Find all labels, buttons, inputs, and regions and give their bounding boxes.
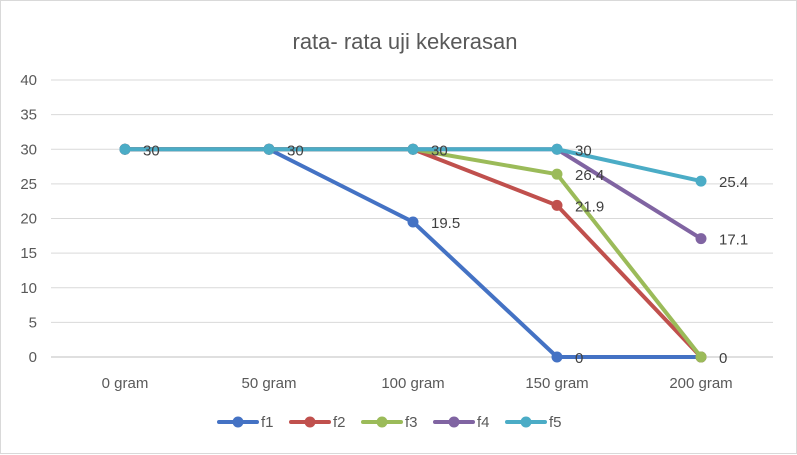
legend-item-f2: f2 (289, 414, 346, 431)
y-tick-label: 25 (20, 176, 37, 193)
data-label: 30 (287, 142, 304, 159)
legend-marker (304, 416, 316, 428)
series-group (119, 143, 707, 363)
data-label: 26.4 (575, 167, 604, 184)
series-f5 (119, 143, 707, 187)
y-tick-label: 30 (20, 141, 37, 158)
data-point-f5 (407, 143, 419, 155)
legend-label: f5 (549, 414, 562, 431)
x-axis-ticks: 0 gram 50 gram 100 gram 150 gram 200 gram (102, 375, 733, 392)
y-tick-label: 10 (20, 280, 37, 297)
data-label: 0 (719, 350, 727, 367)
data-point-f5 (695, 175, 707, 187)
data-label: 30 (143, 142, 160, 159)
data-label: 25.4 (719, 174, 748, 191)
data-point-f5 (551, 143, 563, 155)
data-point-f1 (551, 351, 563, 363)
legend-label: f2 (333, 414, 346, 431)
x-tick-label: 150 gram (525, 375, 588, 392)
data-label: 30 (575, 142, 592, 159)
y-tick-label: 5 (29, 314, 37, 331)
data-point-f5 (119, 143, 131, 155)
y-axis-ticks: 0 5 10 15 20 25 30 35 40 (20, 72, 37, 366)
x-tick-label: 200 gram (669, 375, 732, 392)
data-label: 0 (575, 350, 583, 367)
y-tick-label: 35 (20, 107, 37, 124)
legend-marker (376, 416, 388, 428)
legend-label: f1 (261, 414, 274, 431)
data-point-f4 (695, 233, 707, 245)
data-label: 19.5 (431, 215, 460, 232)
data-point-f5 (263, 143, 275, 155)
chart-title: rata- rata uji kekerasan (293, 29, 518, 54)
data-point-f3 (695, 351, 707, 363)
legend-label: f3 (405, 414, 418, 431)
data-labels: 19.5 0 21.9 26.4 0 17.1 30 30 30 30 25.4 (143, 142, 748, 367)
legend-item-f3: f3 (361, 414, 418, 431)
legend-item-f4: f4 (433, 414, 490, 431)
x-tick-label: 50 gram (241, 375, 296, 392)
y-tick-label: 15 (20, 245, 37, 262)
legend: f1 f2 f3 f4 f5 (217, 414, 562, 431)
data-label: 17.1 (719, 232, 748, 249)
legend-item-f5: f5 (505, 414, 562, 431)
data-label: 30 (431, 142, 448, 159)
legend-marker (232, 416, 244, 428)
data-point-f1 (407, 216, 419, 228)
x-tick-label: 0 gram (102, 375, 149, 392)
x-tick-label: 100 gram (381, 375, 444, 392)
data-point-f2 (551, 199, 563, 211)
y-tick-label: 0 (29, 349, 37, 366)
data-label: 21.9 (575, 198, 604, 215)
y-tick-label: 40 (20, 72, 37, 89)
legend-label: f4 (477, 414, 490, 431)
series-f4 (119, 143, 707, 245)
y-tick-label: 20 (20, 211, 37, 228)
data-point-f3 (551, 168, 563, 180)
legend-marker (520, 416, 532, 428)
legend-item-f1: f1 (217, 414, 274, 431)
legend-marker (448, 416, 460, 428)
